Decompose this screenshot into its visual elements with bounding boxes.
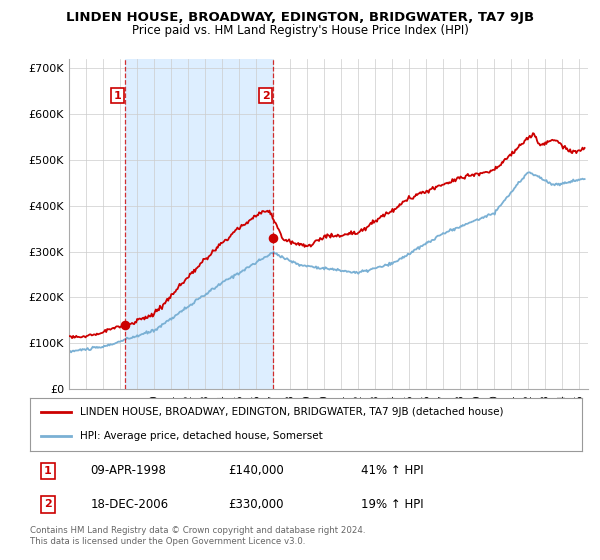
Text: Contains HM Land Registry data © Crown copyright and database right 2024.
This d: Contains HM Land Registry data © Crown c… (30, 526, 365, 546)
Text: HPI: Average price, detached house, Somerset: HPI: Average price, detached house, Some… (80, 431, 322, 441)
Text: 1: 1 (44, 466, 52, 476)
Text: LINDEN HOUSE, BROADWAY, EDINGTON, BRIDGWATER, TA7 9JB (detached house): LINDEN HOUSE, BROADWAY, EDINGTON, BRIDGW… (80, 407, 503, 417)
Text: 18-DEC-2006: 18-DEC-2006 (91, 498, 169, 511)
Text: £330,000: £330,000 (229, 498, 284, 511)
Text: 2: 2 (262, 91, 269, 100)
Point (120, 320, 130, 329)
Text: Price paid vs. HM Land Registry's House Price Index (HPI): Price paid vs. HM Land Registry's House … (131, 24, 469, 36)
Text: 2: 2 (44, 500, 52, 510)
Point (268, 234, 277, 242)
Text: 09-APR-1998: 09-APR-1998 (91, 464, 167, 478)
Text: 19% ↑ HPI: 19% ↑ HPI (361, 498, 424, 511)
Bar (125, 59, 272, 389)
Text: LINDEN HOUSE, BROADWAY, EDINGTON, BRIDGWATER, TA7 9JB: LINDEN HOUSE, BROADWAY, EDINGTON, BRIDGW… (66, 11, 534, 24)
Text: £140,000: £140,000 (229, 464, 284, 478)
Text: 1: 1 (114, 91, 122, 100)
Text: 41% ↑ HPI: 41% ↑ HPI (361, 464, 424, 478)
